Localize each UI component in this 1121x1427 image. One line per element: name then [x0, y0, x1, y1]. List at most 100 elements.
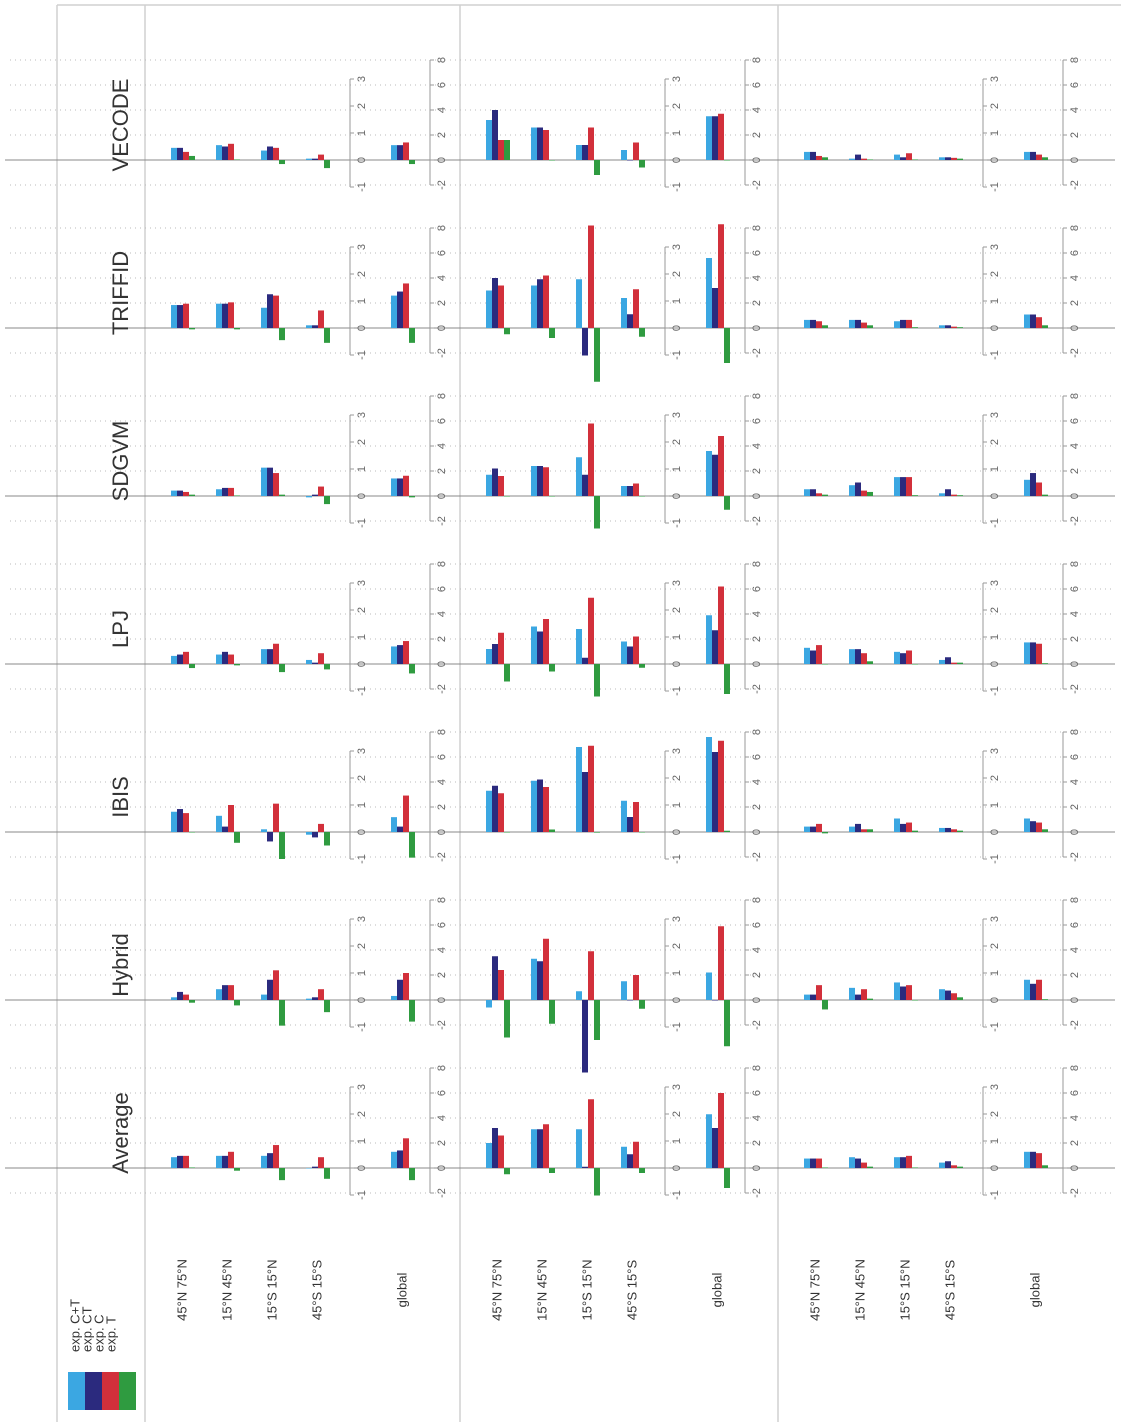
bar	[855, 482, 861, 496]
y-tick-label: 2	[356, 271, 368, 277]
y-tick-label: 4	[751, 947, 763, 953]
bar	[906, 985, 912, 1000]
y-tick-label: 0	[751, 829, 763, 835]
bar	[543, 787, 549, 832]
y-tick-label: 0	[751, 661, 763, 667]
y-tick-label: 6	[751, 82, 763, 88]
bar	[639, 328, 645, 337]
bar	[261, 150, 267, 160]
bar	[279, 328, 285, 341]
y-tick-label: 2	[671, 1111, 683, 1117]
bar	[594, 664, 600, 697]
bar	[409, 832, 415, 858]
bar	[939, 827, 945, 832]
y-tick-label: 1	[989, 1138, 1001, 1144]
bar	[900, 157, 906, 160]
region-label: 45°S 15°S	[624, 1260, 639, 1321]
model-label: TRIFFID	[108, 251, 133, 335]
y-tick-label: 1	[356, 1138, 368, 1144]
bar	[492, 278, 498, 328]
bar	[582, 145, 588, 160]
legend-swatch	[68, 1372, 85, 1410]
bar	[724, 830, 730, 832]
bar	[537, 961, 543, 1000]
bar	[216, 303, 222, 328]
bar	[712, 1128, 718, 1168]
bar	[324, 664, 330, 670]
bar	[537, 1129, 543, 1168]
bar	[706, 451, 712, 496]
bar	[1024, 314, 1030, 328]
bar	[627, 1154, 633, 1168]
y-tick-label: 8	[1069, 393, 1081, 399]
y-tick-label: 6	[436, 754, 448, 760]
bar	[531, 780, 537, 832]
bar	[588, 1099, 594, 1168]
y-tick-label: -1	[671, 350, 683, 360]
bar	[403, 283, 409, 328]
y-tick-label: 1	[356, 130, 368, 136]
bar	[537, 779, 543, 832]
y-tick-label: 4	[436, 779, 448, 785]
y-tick-label: 0	[751, 997, 763, 1003]
y-tick-label: 8	[751, 1065, 763, 1071]
y-tick-label: 0	[436, 493, 448, 499]
legend-label: exp. T	[103, 1316, 118, 1352]
bar	[804, 1158, 810, 1168]
bar	[582, 328, 588, 356]
bar	[531, 958, 537, 1000]
bar	[391, 295, 397, 328]
legend-swatch	[85, 1372, 102, 1410]
bar	[498, 1135, 504, 1168]
bar	[945, 157, 951, 160]
bar	[627, 486, 633, 496]
bar	[621, 1146, 627, 1168]
bar	[582, 1166, 588, 1168]
bar	[234, 1168, 240, 1171]
y-tick-label: 3	[989, 916, 1001, 922]
bar	[1024, 151, 1030, 160]
bar	[486, 120, 492, 160]
bar	[804, 319, 810, 328]
bar	[234, 159, 240, 160]
y-tick-label: 8	[1069, 1065, 1081, 1071]
bar	[403, 973, 409, 1000]
bar	[409, 496, 415, 498]
y-tick-label: 8	[1069, 561, 1081, 567]
y-tick-label: 1	[989, 634, 1001, 640]
y-tick-label: -2	[1069, 516, 1081, 526]
bar	[216, 145, 222, 160]
y-tick-label: 2	[1069, 468, 1081, 474]
y-tick-label: 4	[751, 1115, 763, 1121]
bar	[621, 298, 627, 328]
bar	[403, 475, 409, 496]
y-tick-label: 0	[671, 325, 683, 331]
bar	[867, 491, 873, 496]
bar	[816, 645, 822, 664]
bar	[228, 302, 234, 328]
bar	[171, 1157, 177, 1168]
bar	[822, 1167, 828, 1168]
bar	[718, 224, 724, 328]
bar	[312, 325, 318, 328]
bar	[718, 926, 724, 1000]
y-tick-label: 0	[989, 493, 1001, 499]
y-tick-label: 3	[671, 1084, 683, 1090]
y-tick-label: 8	[436, 561, 448, 567]
bar	[957, 830, 963, 832]
y-tick-label: -2	[436, 852, 448, 862]
bar	[267, 979, 273, 1000]
y-tick-label: 8	[751, 561, 763, 567]
model-label: VECODE	[108, 79, 133, 172]
bar	[171, 811, 177, 832]
bar	[216, 489, 222, 496]
bar	[633, 289, 639, 328]
bar	[576, 279, 582, 328]
y-tick-label: 6	[1069, 418, 1081, 424]
y-tick-label: 0	[989, 661, 1001, 667]
y-tick-label: 2	[1069, 1140, 1081, 1146]
bar	[906, 319, 912, 328]
bar	[261, 307, 267, 328]
y-tick-label: 3	[356, 412, 368, 418]
bar	[498, 632, 504, 664]
